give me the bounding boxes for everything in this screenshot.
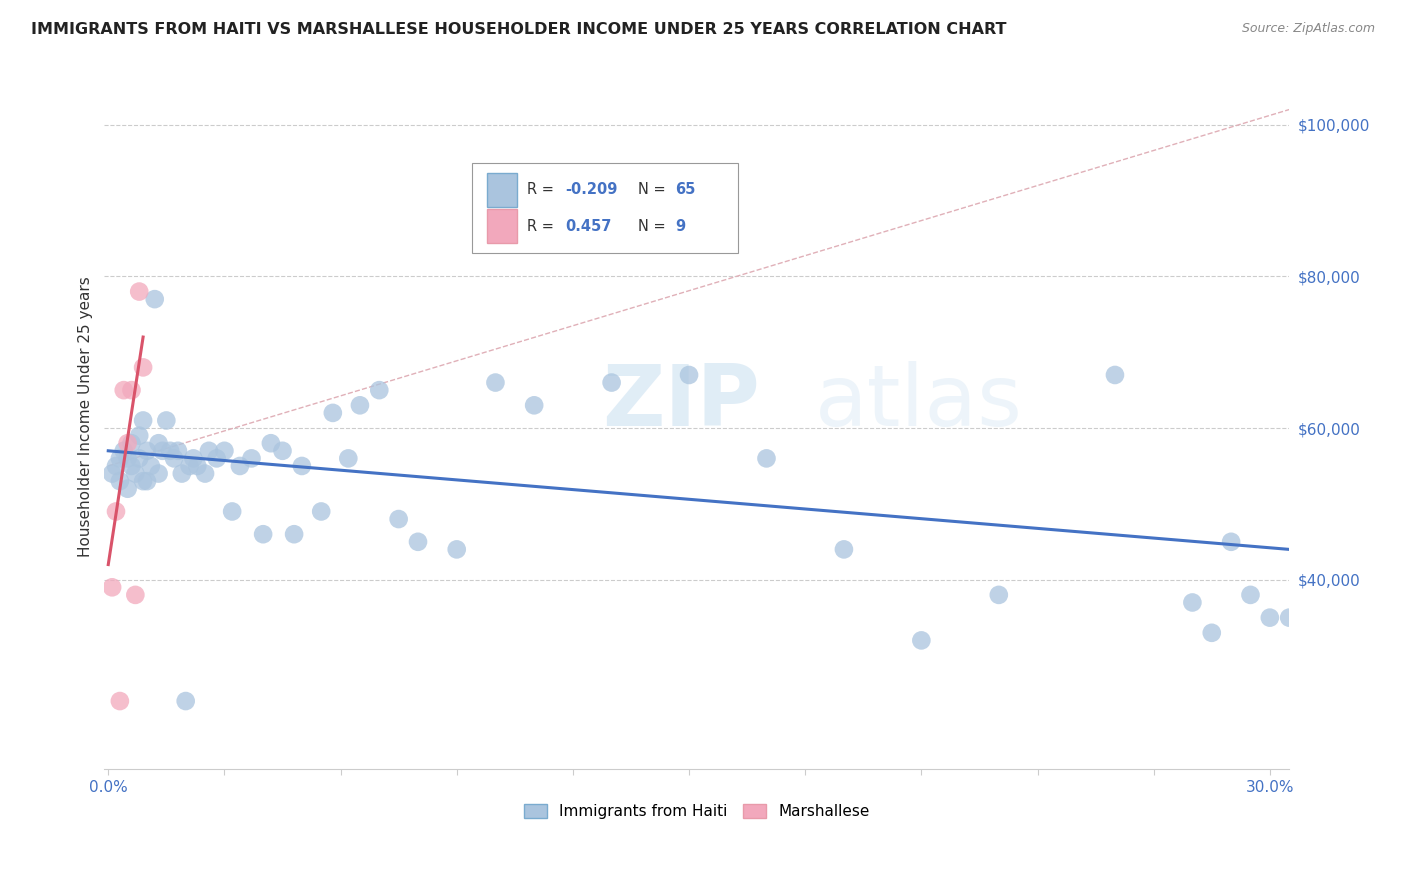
- Text: -0.209: -0.209: [565, 182, 617, 197]
- Point: [1258, 610, 1281, 624]
- Bar: [486, 173, 516, 207]
- Point: [112, 443, 135, 458]
- Point: [484, 376, 506, 390]
- Text: 9: 9: [675, 219, 686, 234]
- Point: [148, 467, 170, 481]
- Text: R =: R =: [527, 219, 564, 234]
- Point: [406, 534, 429, 549]
- Text: IMMIGRANTS FROM HAITI VS MARSHALLESE HOUSEHOLDER INCOME UNDER 25 YEARS CORRELATI: IMMIGRANTS FROM HAITI VS MARSHALLESE HOU…: [31, 22, 1007, 37]
- Text: Source: ZipAtlas.com: Source: ZipAtlas.com: [1241, 22, 1375, 36]
- Point: [987, 588, 1010, 602]
- Text: 0.457: 0.457: [565, 219, 612, 234]
- Point: [322, 406, 344, 420]
- Point: [309, 504, 332, 518]
- Text: 65: 65: [675, 182, 696, 197]
- Point: [260, 436, 283, 450]
- Point: [1239, 588, 1261, 602]
- Point: [291, 458, 314, 473]
- Point: [132, 360, 155, 375]
- Point: [229, 458, 252, 473]
- Point: [194, 467, 217, 481]
- Point: [117, 451, 139, 466]
- Point: [152, 443, 174, 458]
- Point: [117, 436, 139, 450]
- Point: [198, 443, 221, 458]
- Point: [159, 443, 181, 458]
- Text: atlas: atlas: [815, 361, 1024, 444]
- Point: [108, 694, 131, 708]
- Point: [128, 428, 150, 442]
- Point: [337, 451, 360, 466]
- Point: [368, 383, 391, 397]
- Point: [170, 467, 193, 481]
- Point: [101, 580, 124, 594]
- Point: [221, 504, 243, 518]
- Point: [349, 398, 371, 412]
- Point: [112, 383, 135, 397]
- Point: [124, 588, 146, 602]
- Point: [132, 474, 155, 488]
- Point: [108, 474, 131, 488]
- Point: [388, 512, 411, 526]
- Point: [121, 458, 143, 473]
- Point: [1181, 595, 1204, 609]
- Point: [1278, 610, 1301, 624]
- Point: [186, 458, 208, 473]
- Point: [1220, 534, 1243, 549]
- Point: [121, 436, 143, 450]
- Point: [128, 451, 150, 466]
- Point: [1201, 625, 1223, 640]
- Text: R =: R =: [527, 182, 558, 197]
- Point: [132, 413, 155, 427]
- Point: [101, 467, 124, 481]
- Point: [600, 376, 623, 390]
- Point: [148, 436, 170, 450]
- Point: [136, 443, 159, 458]
- Point: [271, 443, 294, 458]
- Point: [121, 383, 143, 397]
- Legend: Immigrants from Haiti, Marshallese: Immigrants from Haiti, Marshallese: [517, 797, 876, 825]
- Point: [105, 504, 128, 518]
- Point: [446, 542, 468, 557]
- Point: [136, 474, 159, 488]
- Point: [143, 292, 166, 306]
- Point: [183, 451, 205, 466]
- Point: [174, 694, 197, 708]
- Point: [108, 451, 131, 466]
- Point: [205, 451, 228, 466]
- Point: [1104, 368, 1126, 382]
- Bar: [486, 210, 516, 244]
- Text: ZIP: ZIP: [602, 361, 759, 444]
- Point: [179, 458, 201, 473]
- Point: [283, 527, 305, 541]
- Y-axis label: Householder Income Under 25 years: Householder Income Under 25 years: [79, 277, 93, 558]
- Point: [167, 443, 190, 458]
- Point: [832, 542, 855, 557]
- Text: N =: N =: [637, 182, 669, 197]
- Point: [124, 467, 146, 481]
- Point: [910, 633, 932, 648]
- Point: [755, 451, 778, 466]
- Point: [214, 443, 236, 458]
- Point: [155, 413, 177, 427]
- Point: [139, 458, 162, 473]
- Point: [117, 482, 139, 496]
- Point: [678, 368, 700, 382]
- Point: [163, 451, 186, 466]
- Point: [252, 527, 274, 541]
- Text: N =: N =: [637, 219, 675, 234]
- Point: [523, 398, 546, 412]
- FancyBboxPatch shape: [471, 163, 738, 253]
- Point: [240, 451, 263, 466]
- Point: [105, 458, 128, 473]
- Point: [128, 285, 150, 299]
